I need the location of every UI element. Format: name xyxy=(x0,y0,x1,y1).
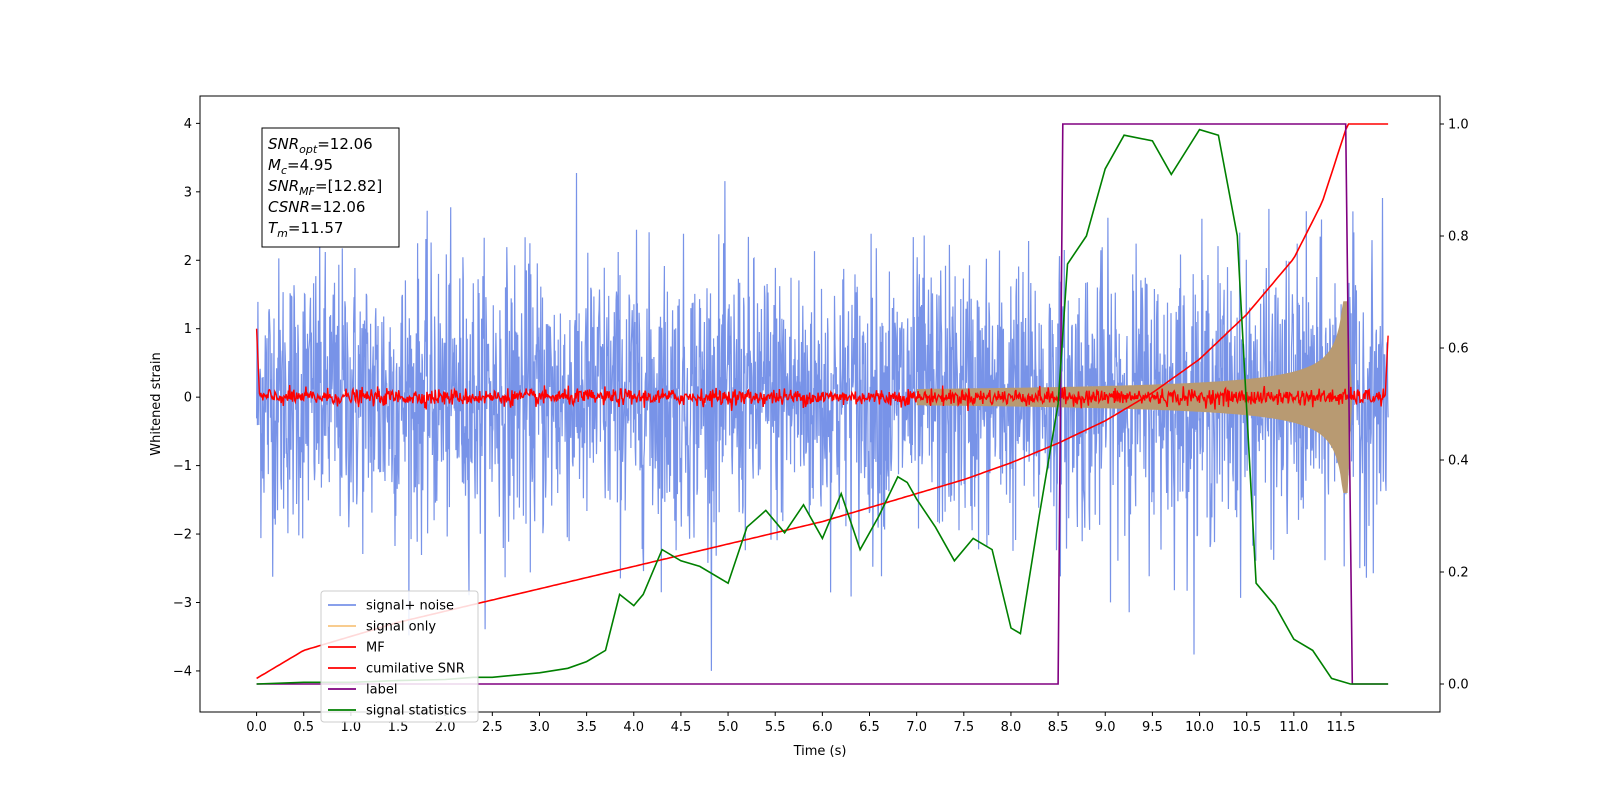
annotation-frame xyxy=(261,127,400,248)
legend-frame xyxy=(320,590,479,723)
x-tick-label: 9.0 xyxy=(1095,720,1116,735)
x-tick-label: 9.5 xyxy=(1142,720,1163,735)
x-tick-label: 7.5 xyxy=(953,720,974,735)
legend-entry-label: signal+ noise xyxy=(366,599,454,614)
y2-tick-label: 0.0 xyxy=(1448,678,1469,693)
series-signal-statistics-line xyxy=(256,128,1389,685)
x-axis-label: Time (s) xyxy=(793,744,847,759)
x-tick-label: 11.0 xyxy=(1279,720,1308,735)
plot-frame xyxy=(199,95,1441,713)
legend-entry-label: signal only xyxy=(366,620,436,635)
legend-entry-label: MF xyxy=(366,641,385,656)
y-tick-label: 4 xyxy=(184,117,192,132)
x-tick-label: 10.0 xyxy=(1185,720,1214,735)
x-tick-label: 11.5 xyxy=(1327,720,1356,735)
annotation-line: SNRopt=12.06 xyxy=(268,135,373,156)
y2-tick-label: 0.8 xyxy=(1448,230,1469,245)
y-tick-label: −3 xyxy=(173,596,192,611)
x-tick-label: 8.0 xyxy=(1001,720,1022,735)
y-axis-label: Whitened strain xyxy=(149,352,164,455)
x-tick-label: 3.0 xyxy=(529,720,550,735)
y-tick-label: 1 xyxy=(184,322,192,337)
annotation-line: Mc=4.95 xyxy=(268,156,333,177)
legend-entry-label: signal statistics xyxy=(366,704,467,719)
x-tick-label: 2.5 xyxy=(482,720,503,735)
x-axis: 0.0 0.5 1.0 1.5 2.0 2.5 3.0 3.5 4.0 4.5 5.0 5.5 6.0 6… xyxy=(246,712,1355,735)
y-tick-label: −4 xyxy=(173,664,192,679)
x-tick-label: 5.0 xyxy=(718,720,739,735)
annotation-line: Tm=11.57 xyxy=(268,219,343,240)
y-axis-right: 1.0 0.8 0.6 0.4 0.2 0.0 xyxy=(1440,118,1469,693)
y2-tick-label: 1.0 xyxy=(1448,118,1469,133)
series-mf-line xyxy=(255,328,1389,412)
y2-tick-label: 0.6 xyxy=(1448,342,1469,357)
y2-tick-label: 0.4 xyxy=(1448,454,1469,469)
x-tick-label: 1.5 xyxy=(388,720,409,735)
x-tick-label: 4.5 xyxy=(671,720,692,735)
x-tick-label: 6.5 xyxy=(859,720,880,735)
y2-tick-label: 0.2 xyxy=(1448,566,1469,581)
y-axis-left: 4 3 2 1 0 −1 −2 −3 −4 xyxy=(173,117,200,679)
series-signal-noise-line xyxy=(256,172,1389,671)
y-tick-label: 0 xyxy=(184,391,192,406)
x-tick-label: 1.0 xyxy=(341,720,362,735)
x-tick-label: 7.0 xyxy=(906,720,927,735)
legend-entry-label: label xyxy=(366,683,397,698)
x-tick-label: 2.0 xyxy=(435,720,456,735)
y-tick-label: −2 xyxy=(173,528,192,543)
x-tick-label: 0.5 xyxy=(293,720,314,735)
x-tick-label: 8.5 xyxy=(1048,720,1069,735)
legend: signal+ noise signal only MF cumilative SNR… xyxy=(320,590,479,723)
x-tick-label: 5.5 xyxy=(765,720,786,735)
y-tick-label: −1 xyxy=(173,459,192,474)
y-tick-label: 3 xyxy=(184,185,192,200)
y-tick-label: 2 xyxy=(184,254,192,269)
x-tick-label: 0.0 xyxy=(246,720,267,735)
x-tick-label: 4.0 xyxy=(623,720,644,735)
x-tick-label: 6.0 xyxy=(812,720,833,735)
annotation-box: SNRopt=12.06Mc=4.95SNRMF=[12.82]CSNR=12.… xyxy=(261,127,400,248)
x-tick-label: 3.5 xyxy=(576,720,597,735)
x-tick-label: 10.5 xyxy=(1232,720,1261,735)
annotation-line: SNRMF=[12.82] xyxy=(268,177,382,198)
annotation-line: CSNR=12.06 xyxy=(268,198,365,216)
legend-entry-label: cumilative SNR xyxy=(366,662,465,677)
